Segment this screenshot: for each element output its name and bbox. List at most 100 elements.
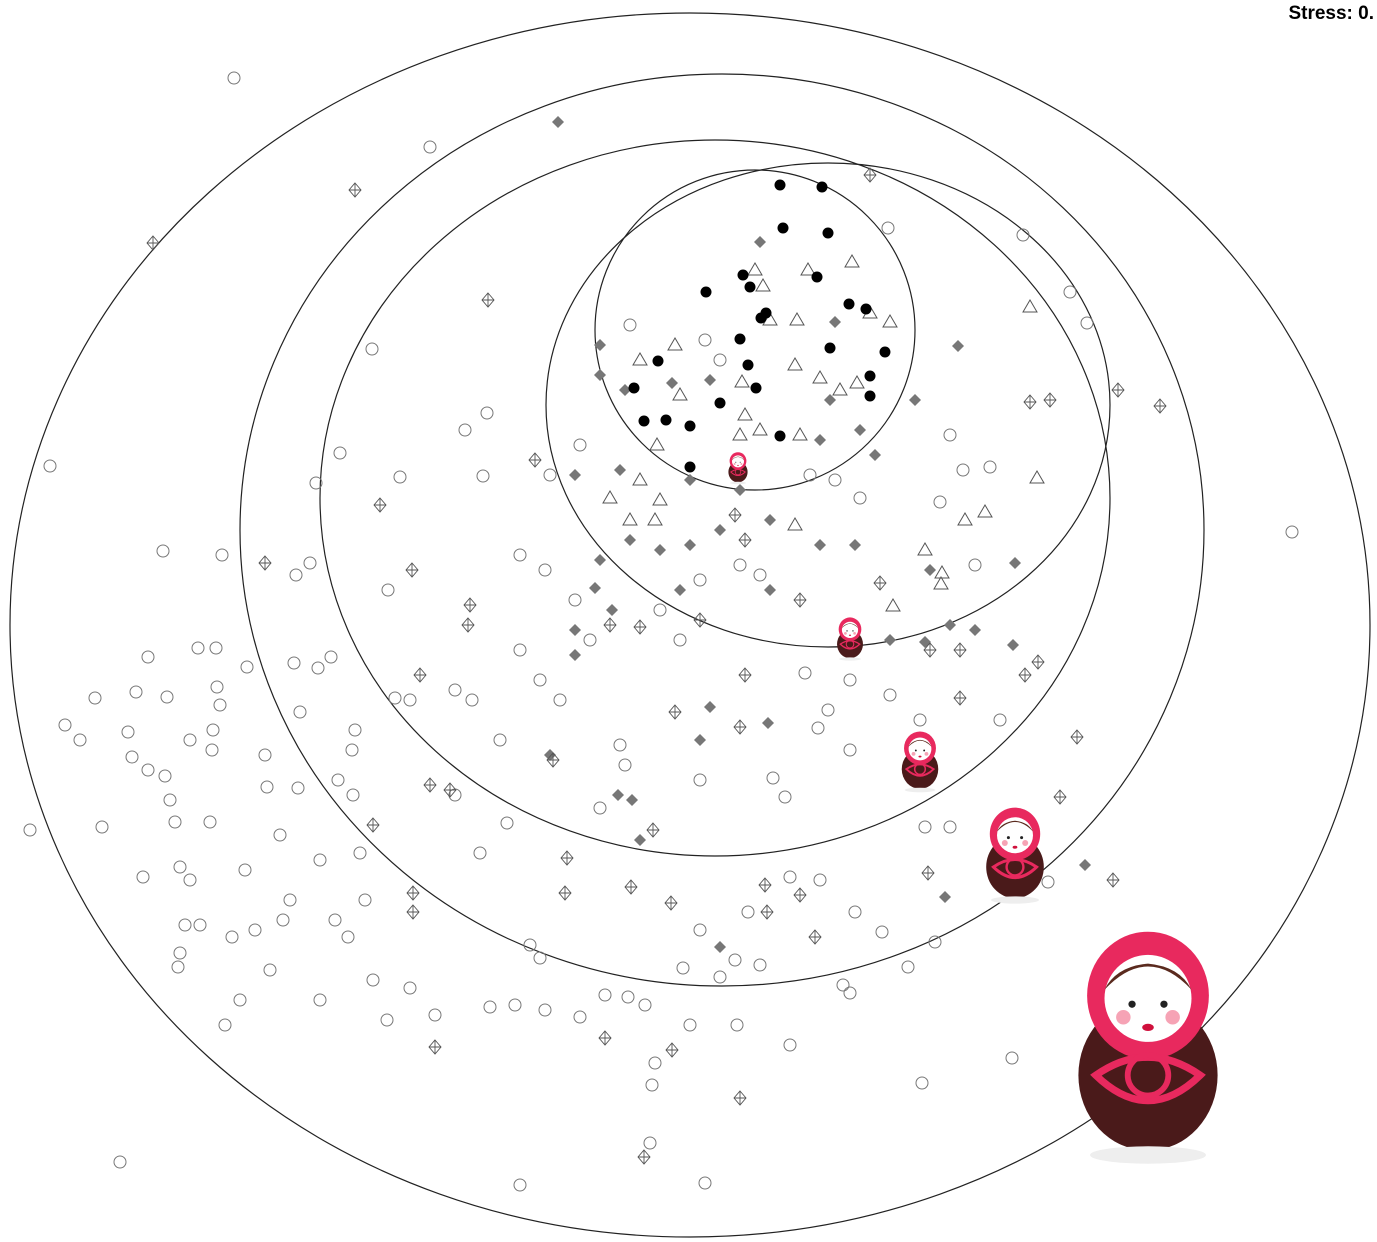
point: [694, 574, 706, 586]
point: [534, 952, 546, 964]
point: [954, 643, 966, 657]
point: [934, 496, 946, 508]
point: [814, 874, 826, 886]
point: [694, 613, 706, 627]
point: [665, 896, 677, 910]
point: [666, 1043, 678, 1057]
point: [1019, 668, 1031, 682]
point: [574, 439, 586, 451]
point: [673, 388, 687, 400]
point: [1112, 383, 1124, 397]
series: [629, 180, 891, 473]
point: [164, 794, 176, 806]
doll: [728, 452, 747, 484]
point: [142, 651, 154, 663]
point: [514, 1179, 526, 1191]
point: [614, 464, 626, 476]
point: [1081, 317, 1093, 329]
point: [329, 914, 341, 926]
point: [817, 182, 828, 193]
point: [529, 453, 541, 467]
point: [599, 989, 611, 1001]
point: [775, 180, 786, 191]
point: [922, 866, 934, 880]
point: [918, 543, 932, 555]
point: [404, 694, 416, 706]
point: [74, 734, 86, 746]
point: [524, 939, 536, 951]
point: [359, 894, 371, 906]
point: [604, 618, 616, 632]
point: [939, 891, 951, 903]
point: [603, 491, 617, 503]
point: [544, 469, 556, 481]
point: [734, 720, 746, 734]
point: [714, 971, 726, 983]
point: [594, 554, 606, 566]
point: [569, 469, 581, 481]
point: [844, 987, 856, 999]
point: [157, 545, 169, 557]
point: [729, 508, 741, 522]
point: [381, 1014, 393, 1026]
point: [584, 634, 596, 646]
point: [677, 962, 689, 974]
point: [219, 1019, 231, 1031]
point: [829, 316, 841, 328]
point: [1042, 876, 1054, 888]
point: [122, 726, 134, 738]
point: [935, 566, 949, 578]
point: [514, 644, 526, 656]
point: [137, 871, 149, 883]
point: [288, 657, 300, 669]
chart-title: Stress: 0.: [1288, 3, 1374, 24]
point: [374, 498, 386, 512]
point: [761, 905, 773, 919]
point: [226, 931, 238, 943]
point: [825, 343, 836, 354]
point: [735, 375, 749, 387]
point: [653, 356, 664, 367]
point: [733, 428, 747, 440]
ring: [320, 140, 1110, 856]
point: [824, 394, 836, 406]
point: [822, 704, 834, 716]
point: [1107, 873, 1119, 887]
point: [389, 692, 401, 704]
point: [865, 391, 876, 402]
point: [1054, 790, 1066, 804]
point: [241, 661, 253, 673]
point: [734, 1091, 746, 1105]
point: [701, 287, 712, 298]
point: [849, 906, 861, 918]
point: [459, 424, 471, 436]
point: [742, 906, 754, 918]
point: [793, 428, 807, 440]
point: [599, 1031, 611, 1045]
point: [958, 513, 972, 525]
point: [994, 714, 1006, 726]
point: [569, 624, 581, 636]
point: [89, 692, 101, 704]
point: [634, 620, 646, 634]
point: [804, 469, 816, 481]
point: [748, 263, 762, 275]
point: [261, 781, 273, 793]
point: [594, 802, 606, 814]
point: [844, 674, 856, 686]
point: [812, 272, 823, 283]
point: [569, 649, 581, 661]
point: [753, 423, 767, 435]
point: [462, 618, 474, 632]
point: [314, 994, 326, 1006]
point: [644, 1137, 656, 1149]
point: [406, 563, 418, 577]
point: [346, 744, 358, 756]
doll: [1078, 932, 1217, 1164]
point: [653, 493, 667, 505]
point: [629, 383, 640, 394]
point: [685, 462, 696, 473]
point: [312, 662, 324, 674]
point: [44, 460, 56, 472]
point: [169, 816, 181, 828]
